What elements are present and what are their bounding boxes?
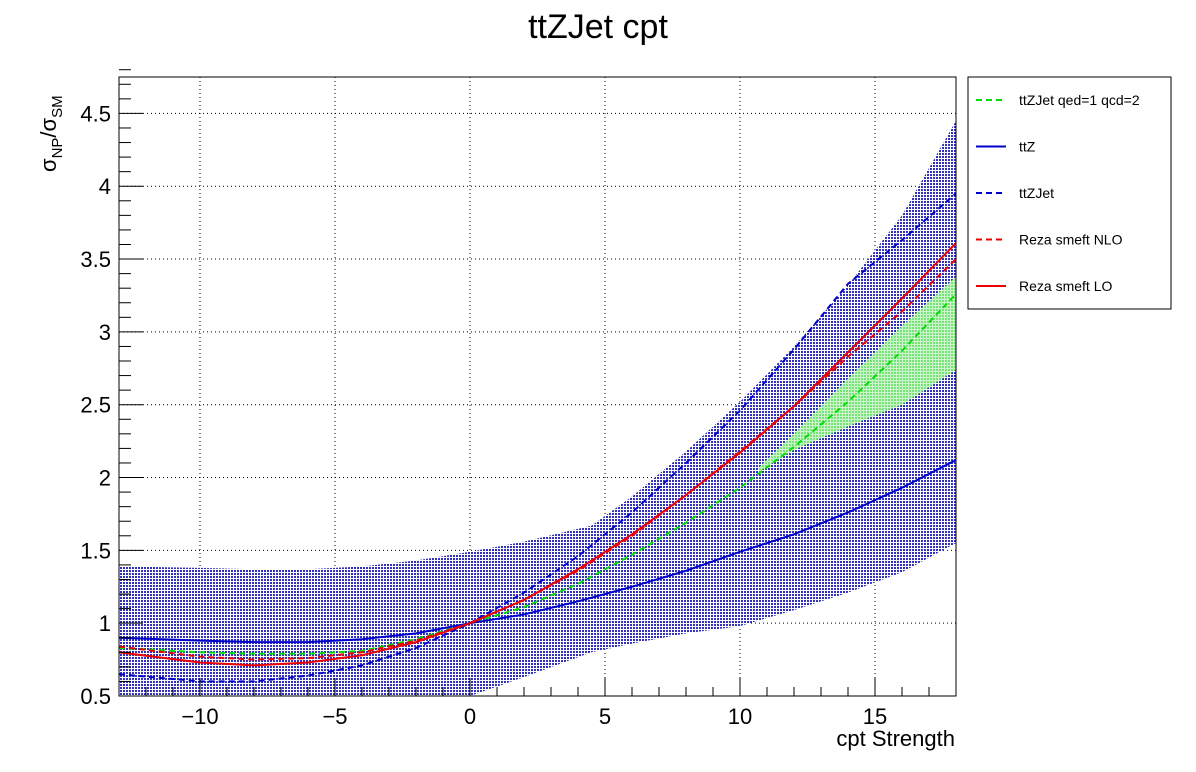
blue-uncertainty-band — [119, 120, 956, 696]
y-label-sm-subscript: SM — [49, 95, 66, 118]
legend-label-reza-smeft-lo: Reza smeft LO — [1019, 278, 1112, 294]
x-tick-label: 5 — [599, 704, 611, 729]
series-line-ttz — [119, 459, 956, 644]
y-tick-label: 1 — [99, 611, 111, 636]
plot-area — [118, 69, 957, 697]
y-label-slash: / — [36, 131, 61, 138]
series-line-ttzjet-qed-1-qcd-2 — [119, 293, 956, 655]
y-label-sigma-np: σ — [36, 158, 61, 172]
y-tick-label: 2.5 — [80, 393, 111, 418]
y-tick-label: 4.5 — [80, 101, 111, 126]
y-label-np-subscript: NP — [49, 138, 66, 159]
plot-frame — [118, 76, 957, 697]
y-tick-label: 3.5 — [80, 247, 111, 272]
y-tick-label: 0.5 — [80, 684, 111, 709]
y-tick-label: 3 — [99, 320, 111, 345]
x-tick-label: 10 — [728, 704, 752, 729]
series-line-ttzjet — [119, 192, 956, 683]
series-lines — [119, 192, 956, 683]
chart-title: ttZJet cpt — [528, 8, 668, 46]
y-tick-label: 4 — [99, 174, 111, 199]
series-line-reza-smeft-lo — [119, 242, 956, 667]
x-tick-label: 15 — [863, 704, 887, 729]
legend-label-ttz: ttZ — [1019, 139, 1036, 155]
legend: ttZJet qed=1 qcd=2 ttZ ttZJet Reza smeft NL… — [967, 76, 1172, 310]
x-tick-label: −5 — [322, 704, 347, 729]
y-axis-label: σNP/σSM — [36, 95, 66, 172]
y-tick-label: 2 — [99, 466, 111, 491]
x-tick-label: 0 — [464, 704, 476, 729]
y-label-sigma-sm: σ — [36, 117, 61, 131]
y-tick-labels: 0.5 1 1.5 2 2.5 3 3.5 4 4.5 — [80, 101, 111, 709]
legend-label-reza-smeft-nlo: Reza smeft NLO — [1019, 232, 1123, 248]
legend-label-ttzjet: ttZJet — [1019, 185, 1054, 201]
green-uncertainty-band — [758, 276, 956, 472]
x-tick-labels: −10 −5 0 5 10 15 — [181, 704, 887, 729]
uncertainty-bands — [119, 120, 956, 696]
legend-label-ttzjet-qed-1-qcd-2: ttZJet qed=1 qcd=2 — [1019, 92, 1140, 108]
y-tick-label: 1.5 — [80, 538, 111, 563]
x-tick-label: −10 — [181, 704, 218, 729]
x-axis-label: cpt Strength — [836, 726, 955, 751]
axis-ticks — [118, 69, 957, 697]
